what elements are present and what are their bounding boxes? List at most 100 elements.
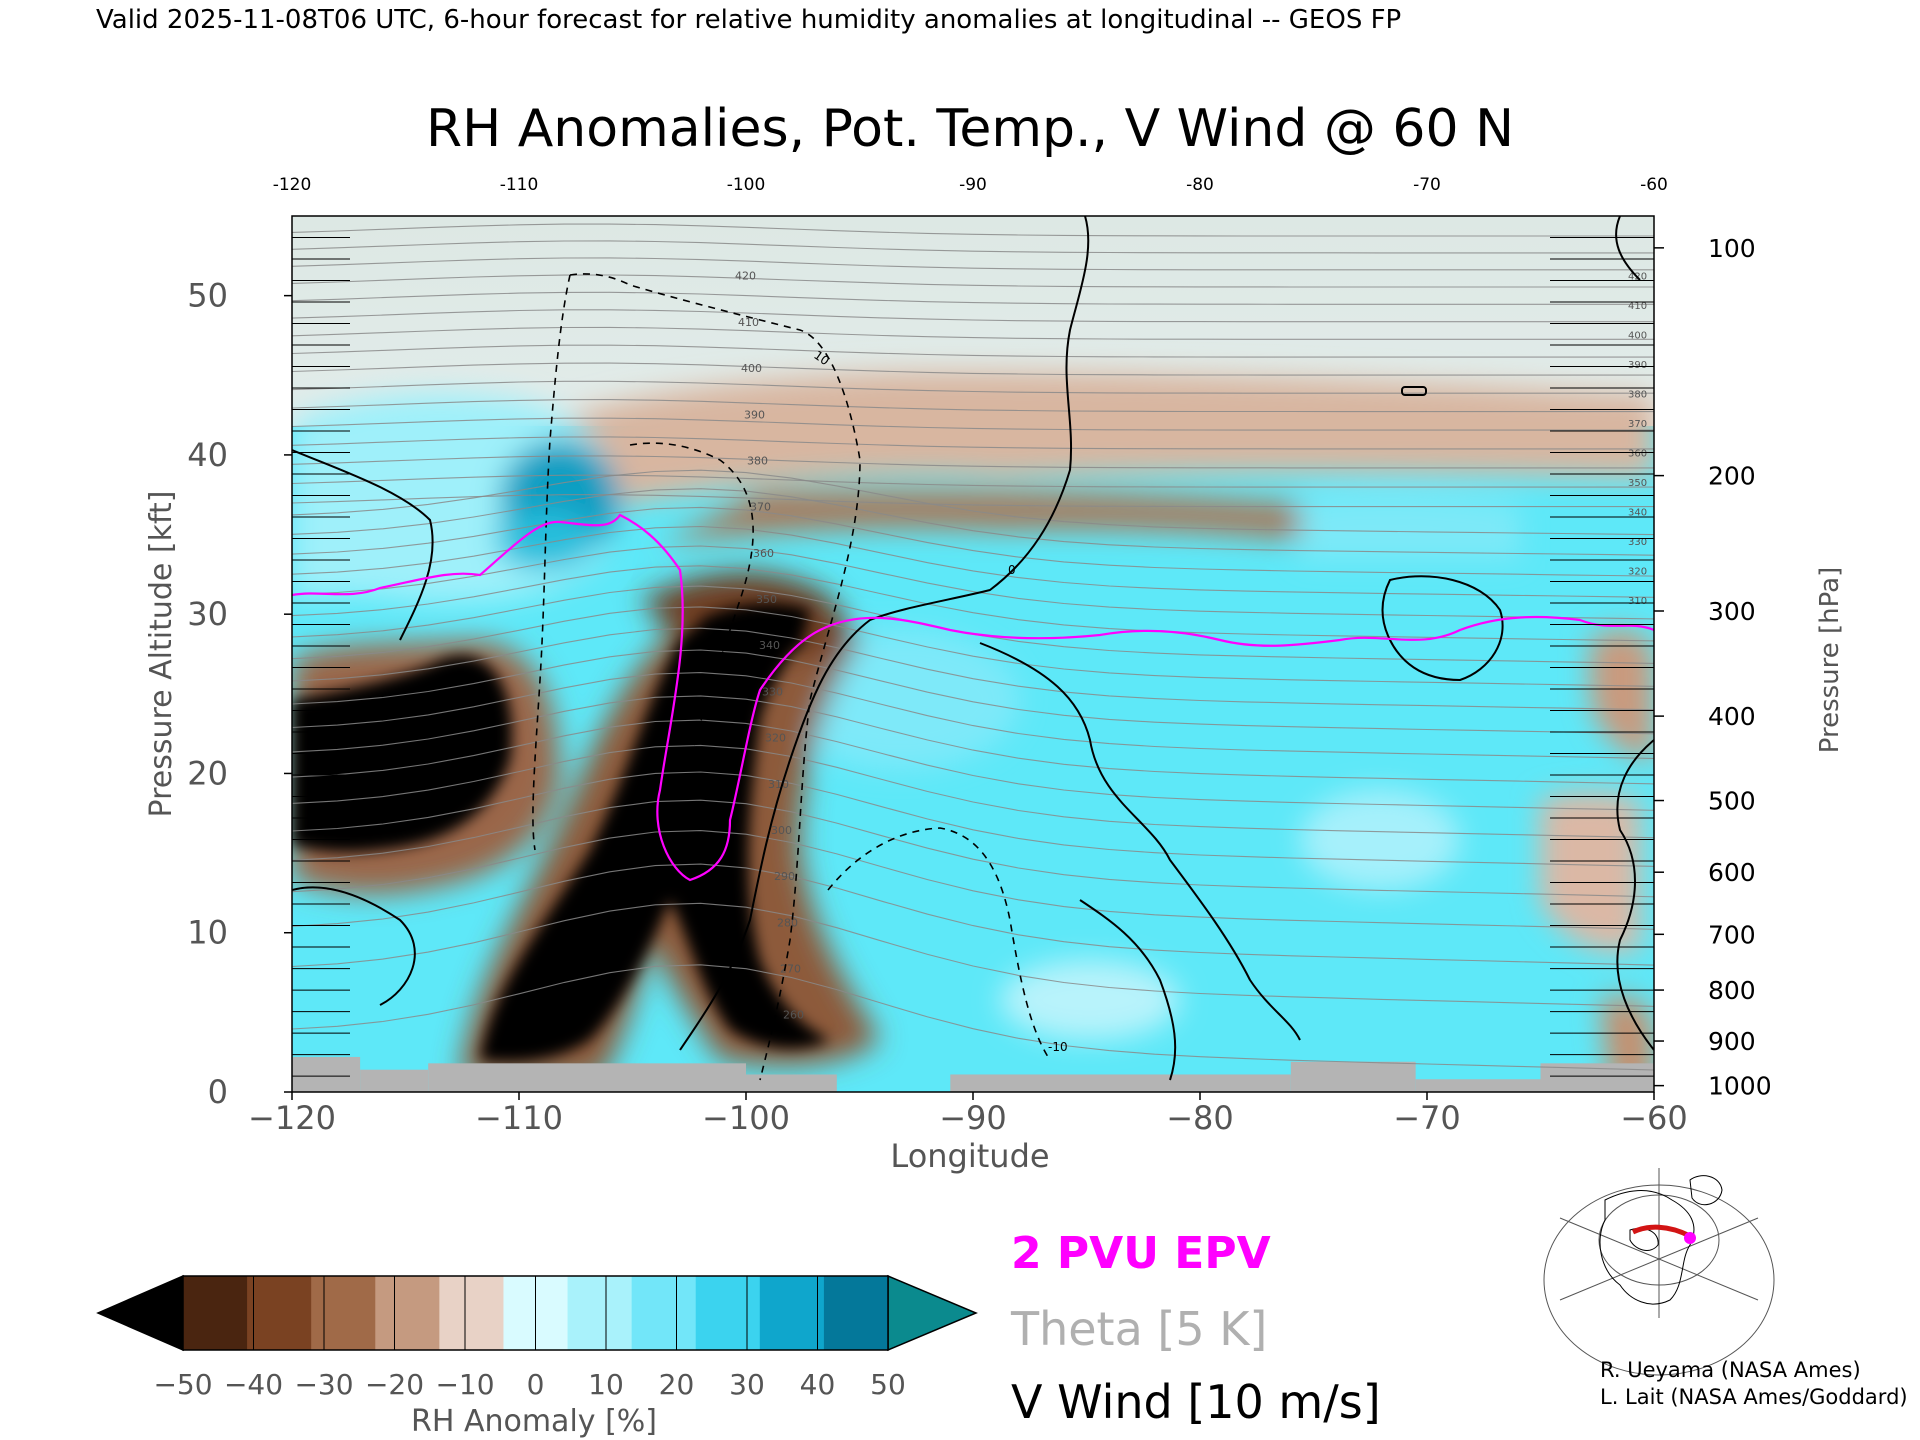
y-axis-label: Pressure Altitude [kft] — [144, 491, 179, 818]
x-tick-label: −70 — [1393, 1099, 1461, 1137]
theta-label: 390 — [744, 408, 765, 421]
theta-label: 350 — [756, 593, 777, 606]
theta-line — [292, 744, 1654, 839]
y-axis: 0 10 20 30 40 50 — [187, 277, 292, 1111]
top-tick-label: -110 — [500, 175, 539, 195]
theta-label: 360 — [753, 547, 774, 560]
theta-line — [292, 525, 1654, 598]
theta-line — [292, 380, 1654, 394]
colorbar-low-arrow — [96, 1274, 184, 1352]
pressure-tick-label: 1000 — [1708, 1072, 1772, 1101]
colorbar-tick-label: −30 — [294, 1368, 353, 1401]
theta-label: 420 — [735, 270, 756, 283]
colorbar-tick-label: −50 — [153, 1368, 212, 1401]
x-axis-label: Longitude — [890, 1137, 1049, 1175]
theta-line — [292, 309, 1654, 323]
x-tick-label: −80 — [1166, 1099, 1234, 1137]
pressure-tick-label: 700 — [1708, 920, 1756, 949]
x-axis: −120 −110 −100 −90 −80 −70 −60 — [248, 1092, 1688, 1137]
x-tick-label: −110 — [475, 1099, 563, 1137]
colorbar-frame — [182, 1275, 889, 1351]
ground-segment-0 — [292, 1056, 361, 1092]
top-tick-label: -60 — [1640, 175, 1668, 195]
y-tick-label: 10 — [187, 914, 228, 952]
theta-label-right: 380 — [1628, 390, 1647, 401]
theta-label-right: 310 — [1628, 596, 1647, 607]
top-tick-label: -120 — [273, 175, 312, 195]
theta-line — [292, 326, 1654, 340]
colorbar: −50 −40 −30 −20 −10 0 10 20 30 40 50 — [96, 1274, 978, 1401]
theta-label: 300 — [771, 824, 792, 837]
top-x-axis: -120 -110 -100 -90 -80 -70 -60 — [273, 175, 1668, 195]
theta-line — [292, 417, 1654, 431]
theta-line — [292, 719, 1654, 811]
legend-theta: Theta [5 K] — [1010, 1302, 1267, 1356]
theta-line — [292, 771, 1654, 867]
ground-segment-4 — [950, 1074, 1291, 1092]
theta-line — [292, 469, 1654, 536]
colorbar-swatch — [375, 1276, 440, 1350]
theta-label-right: 360 — [1628, 449, 1647, 460]
theta-label: 410 — [738, 316, 759, 329]
x-tick-label: −120 — [248, 1099, 336, 1137]
x-tick-label: −100 — [702, 1099, 790, 1137]
theta-label: 260 — [783, 1009, 804, 1022]
pressure-tick-label: 300 — [1708, 597, 1756, 626]
colorbar-tick-label: 10 — [588, 1368, 624, 1401]
v-wind-label-0: 0 — [1008, 563, 1016, 577]
ground-segment-2 — [428, 1063, 746, 1092]
colorbar-high-arrow — [887, 1274, 978, 1352]
ground-segment-1 — [360, 1069, 429, 1092]
location-inset-map — [1543, 1168, 1775, 1376]
colorbar-tick-label: 0 — [527, 1368, 545, 1401]
colorbar-swatch — [695, 1276, 761, 1350]
theta-label: 280 — [777, 916, 798, 929]
pressure-tick-label: 900 — [1708, 1027, 1756, 1056]
theta-line — [292, 274, 1654, 288]
credit-line-2: L. Lait (NASA Ames/Goddard) — [1600, 1385, 1908, 1409]
colorbar-swatch — [631, 1276, 697, 1350]
theta-line — [292, 399, 1654, 413]
theta-label-right: 390 — [1628, 360, 1647, 371]
theta-contour-labels: 420 4204104104004003903903803803703703603… — [735, 270, 1647, 1022]
colorbar-tick-label: 20 — [659, 1368, 695, 1401]
theta-label-right: 410 — [1628, 301, 1647, 312]
colorbar-swatch — [567, 1276, 633, 1350]
header-caption: Valid 2025-11-08T06 UTC, 6-hour forecast… — [96, 5, 1401, 35]
y-tick-label: 40 — [187, 436, 228, 474]
theta-line — [292, 672, 1654, 760]
pressure-tick-label: 400 — [1708, 702, 1756, 731]
x-tick-label: −60 — [1620, 1099, 1688, 1137]
theta-line — [292, 627, 1654, 711]
theta-label: 340 — [759, 639, 780, 652]
theta-label-right: 320 — [1628, 566, 1647, 577]
theta-label-right: 400 — [1628, 331, 1647, 342]
colorbar-swatch — [183, 1276, 248, 1350]
theta-line — [292, 649, 1654, 735]
top-tick-label: -80 — [1186, 175, 1214, 195]
ground-segment-6 — [1415, 1079, 1541, 1092]
theta-line — [292, 240, 1654, 254]
ground-segment-5 — [1290, 1061, 1416, 1092]
colorbar-swatch — [311, 1276, 376, 1350]
theta-line — [292, 362, 1654, 376]
theta-label: 290 — [774, 870, 795, 883]
pressure-axis-label: Pressure [hPa] — [1815, 567, 1845, 754]
pressure-tick-label: 600 — [1708, 858, 1756, 887]
colorbar-swatch — [759, 1276, 825, 1350]
theta-line — [292, 863, 1654, 966]
x-tick-label: −90 — [939, 1099, 1007, 1137]
theta-line — [292, 830, 1654, 930]
colorbar-tick-label: −40 — [224, 1368, 283, 1401]
theta-line — [292, 223, 1654, 237]
top-tick-label: -100 — [727, 175, 766, 195]
colorbar-tick-label: −20 — [365, 1368, 424, 1401]
epv-2pvu-contour — [292, 513, 1654, 882]
colorbar-tick-label: 50 — [870, 1368, 906, 1401]
pressure-tick-label: 500 — [1708, 787, 1756, 816]
theta-label-right: 350 — [1628, 478, 1647, 489]
theta-line — [292, 606, 1654, 687]
theta-label-right: 340 — [1628, 507, 1647, 518]
v-wind-label-neg10: -10 — [1048, 1040, 1068, 1054]
